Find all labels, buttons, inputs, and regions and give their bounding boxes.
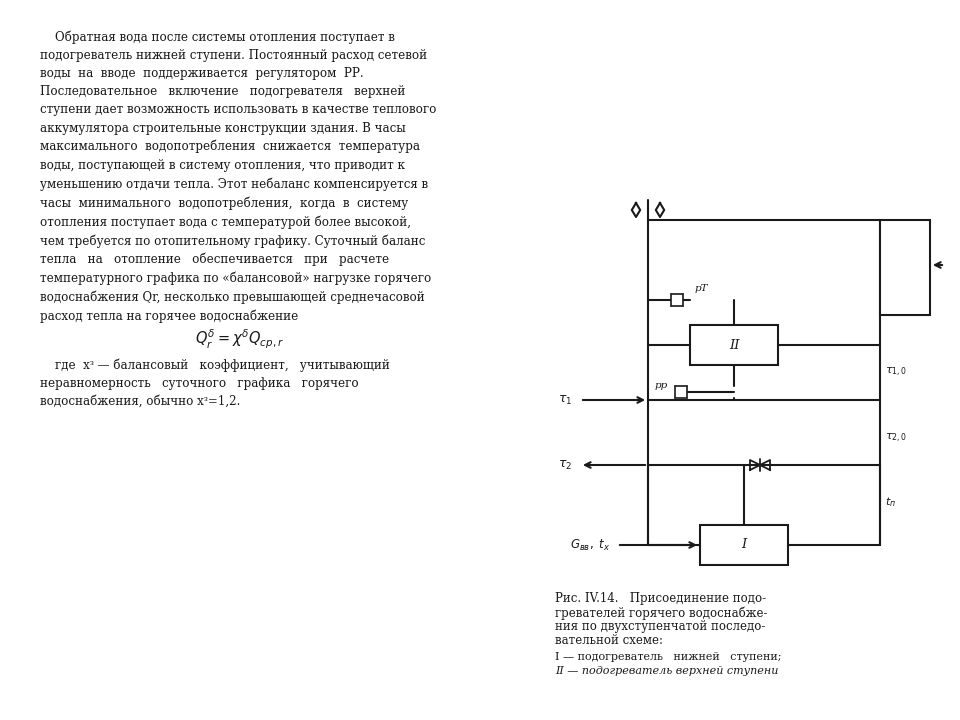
- Text: гревателей горячего водоснабже-: гревателей горячего водоснабже-: [555, 606, 767, 619]
- Text: II: II: [729, 338, 739, 351]
- Bar: [690, 325, 778, 365]
- Text: $\tau_{2,0}$: $\tau_{2,0}$: [885, 431, 907, 444]
- Text: где  хᶟ — балансовый   коэффициент,   учитывающий
неравномерность   суточного   : где хᶟ — балансовый коэффициент, учитыва…: [40, 358, 390, 408]
- Text: $\tau_2$: $\tau_2$: [558, 459, 572, 472]
- Text: II — подогреватель верхней ступени: II — подогреватель верхней ступени: [555, 666, 779, 676]
- Text: I: I: [741, 539, 747, 552]
- Text: $\tau_{1,0}$: $\tau_{1,0}$: [885, 366, 907, 379]
- Text: Обратная вода после системы отопления поступает в
подогреватель нижней ступени. : Обратная вода после системы отопления по…: [40, 30, 437, 323]
- Bar: [880, 220, 930, 315]
- Text: вательной схеме:: вательной схеме:: [555, 634, 663, 647]
- Text: $\tau_1$: $\tau_1$: [558, 393, 572, 407]
- Bar: [700, 525, 788, 565]
- Bar: [675, 386, 687, 398]
- Text: рТ: рТ: [695, 284, 708, 292]
- Text: $t_п$: $t_п$: [885, 495, 896, 509]
- Text: $G_{вв},\ t_х$: $G_{вв},\ t_х$: [570, 537, 611, 552]
- Bar: [671, 294, 683, 306]
- Text: I — подогреватель   нижней   ступени;: I — подогреватель нижней ступени;: [555, 652, 781, 662]
- Text: ния по двухступенчатой последо-: ния по двухступенчатой последо-: [555, 620, 765, 633]
- Text: $Q^{\delta}_{r} = \chi^{\delta} Q_{cp,r}$: $Q^{\delta}_{r} = \chi^{\delta} Q_{cp,r}…: [196, 328, 284, 351]
- Text: Рис. IV.14.   Присоединение подо-: Рис. IV.14. Присоединение подо-: [555, 592, 766, 605]
- Text: рр: рр: [655, 380, 668, 390]
